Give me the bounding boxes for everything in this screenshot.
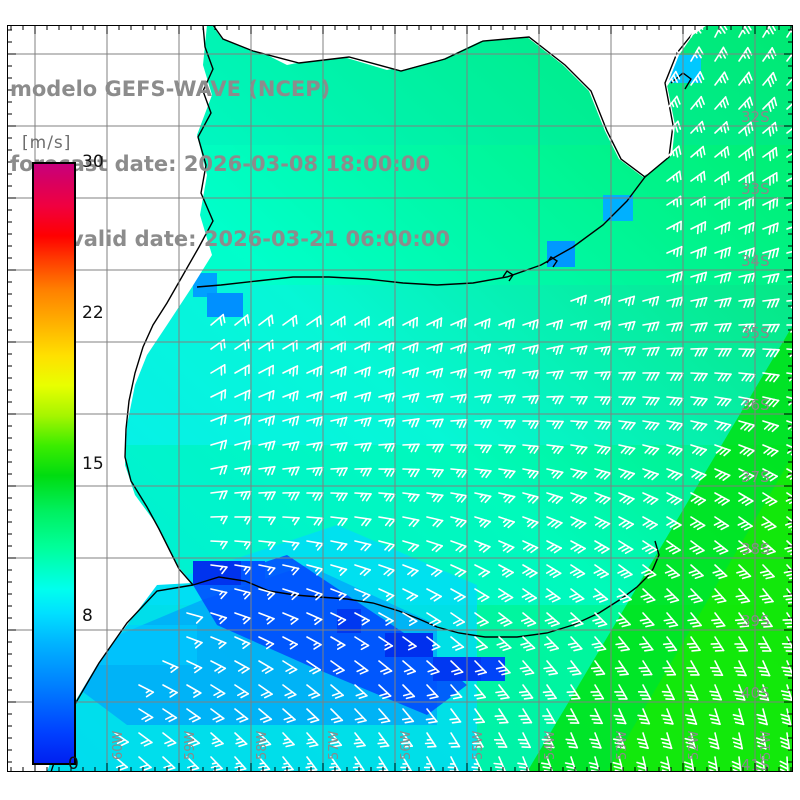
lat-label-36s: 36S [741,396,770,414]
colorbar-tick-8: 8 [82,606,93,626]
lat-label-38s: 38S [741,540,770,558]
lon-label-57w: 57W [327,730,342,760]
lon-label-54w: 54W [543,730,558,760]
lat-label-32s: 32S [741,108,770,126]
colorbar-tick-22: 22 [82,303,104,323]
colorbar-unit-label: [m/s] [22,133,72,153]
lon-label-56w: 56W [399,730,414,760]
lat-label-37s: 37S [741,468,770,486]
lat-label-41s: 41S [741,756,770,774]
title-valid-date: valid date: 2026-03-21 06:00:00 [70,227,450,251]
lon-label-53w: 53W [615,730,630,760]
lat-label-34s: 34S [741,252,770,270]
colorbar-tick-30: 30 [82,152,104,172]
colorbar-tick-0: 0 [68,754,79,774]
lon-label-52w: 52W [687,730,702,760]
colorbar-gradient [32,162,76,765]
colorbar[interactable] [32,162,76,765]
lat-label-35s: 35S [741,324,770,342]
lat-label-33s: 33S [741,180,770,198]
colorbar-tick-15: 15 [82,454,104,474]
lat-label-40s: 40S [741,684,770,702]
lon-label-58w: 58W [255,730,270,760]
title-model: modelo GEFS-WAVE (NCEP) [10,77,331,101]
lon-label-60w: 60W [111,730,126,760]
lon-label-55w: 55W [471,730,486,760]
lat-label-39s: 39S [741,612,770,630]
lon-label-59w: 59W [183,730,198,760]
